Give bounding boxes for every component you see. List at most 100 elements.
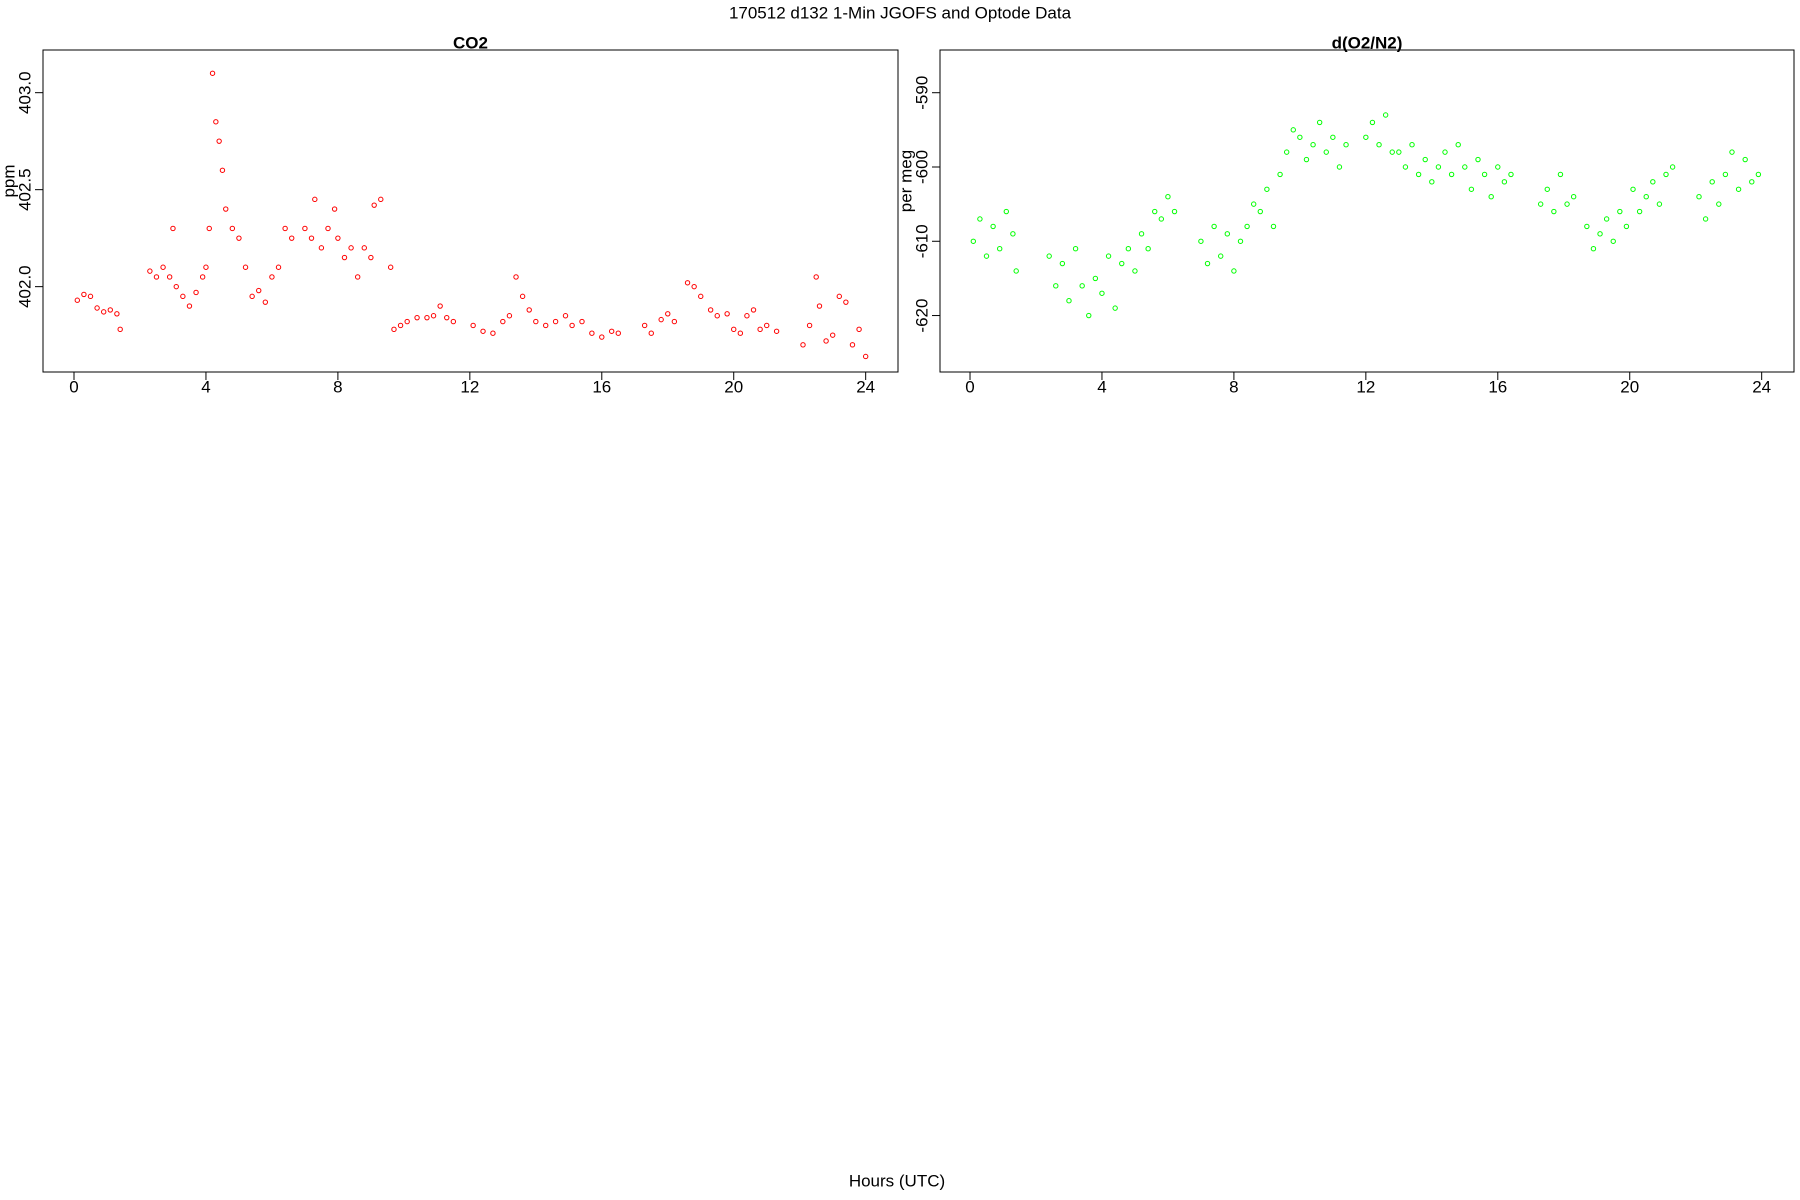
- data-point: [737, 330, 744, 336]
- data-point: [1716, 201, 1722, 207]
- data-point: [223, 206, 229, 212]
- data-point: [378, 196, 384, 203]
- data-point: [206, 225, 212, 232]
- data-point: [166, 274, 173, 280]
- data-point: [519, 293, 526, 300]
- x-tick-label: 16: [592, 377, 611, 396]
- data-point: [1072, 245, 1079, 252]
- data-point: [81, 291, 87, 298]
- data-point: [1488, 194, 1494, 200]
- data-point: [757, 326, 763, 333]
- data-point: [1158, 216, 1165, 222]
- data-point: [173, 283, 179, 290]
- data-point: [1564, 201, 1570, 207]
- data-point: [308, 235, 315, 241]
- data-point: [1382, 112, 1389, 118]
- data-point: [1468, 186, 1475, 192]
- data-point: [1537, 201, 1544, 207]
- data-point: [404, 318, 410, 325]
- data-point: [1475, 156, 1481, 163]
- data-point: [750, 307, 757, 313]
- data-point: [773, 328, 780, 334]
- data-point: [589, 330, 595, 336]
- data-point: [371, 202, 377, 208]
- data-point: [1132, 268, 1138, 274]
- data-point: [1343, 142, 1349, 148]
- data-point: [1211, 223, 1217, 230]
- data-point: [1636, 208, 1643, 215]
- data-point: [160, 264, 166, 270]
- data-point: [1402, 164, 1409, 170]
- data-point: [269, 274, 275, 280]
- data-point: [1204, 260, 1211, 267]
- x-tick-label: 0: [69, 377, 78, 396]
- data-point: [361, 245, 367, 251]
- data-point: [543, 322, 549, 329]
- data-point: [1336, 164, 1343, 170]
- data-point: [1224, 231, 1231, 237]
- data-point: [341, 254, 348, 261]
- figure-title: 170512 d132 1-Min JGOFS and Optode Data: [729, 3, 1072, 22]
- plot-frame: [42, 49, 899, 373]
- data-point: [1462, 164, 1468, 170]
- data-point: [117, 326, 123, 333]
- data-point: [691, 283, 697, 290]
- data-point: [836, 293, 842, 300]
- data-point: [665, 311, 671, 317]
- data-point: [1198, 238, 1204, 244]
- data-point: [335, 235, 341, 241]
- data-point: [1010, 231, 1016, 237]
- data-point: [526, 307, 532, 313]
- panel-title: d(O2/N2): [1332, 33, 1403, 52]
- data-point: [153, 274, 160, 280]
- data-point: [331, 206, 338, 212]
- data-point: [970, 238, 977, 244]
- data-point: [764, 322, 770, 329]
- data-point: [1396, 149, 1402, 155]
- data-point: [1749, 179, 1755, 185]
- data-point: [513, 274, 519, 280]
- data-point: [1270, 223, 1277, 230]
- panel-title: CO2: [453, 33, 488, 52]
- data-point: [641, 322, 648, 329]
- data-point: [1303, 156, 1310, 163]
- data-point: [1610, 238, 1616, 244]
- data-point: [229, 225, 236, 232]
- data-point: [1481, 171, 1488, 178]
- y-tick-label: 402.0: [15, 265, 34, 308]
- data-point: [1551, 208, 1557, 215]
- data-point: [1323, 149, 1329, 155]
- data-point: [414, 314, 420, 321]
- data-point: [1244, 223, 1250, 230]
- data-point: [397, 322, 404, 329]
- y-tick-label: -600: [912, 150, 931, 184]
- data-point: [1099, 290, 1105, 296]
- data-point: [698, 293, 704, 300]
- data-point: [180, 293, 186, 300]
- data-point: [1442, 149, 1448, 155]
- data-point: [731, 326, 737, 333]
- x-tick-label: 4: [1097, 377, 1106, 396]
- data-point: [862, 353, 869, 360]
- data-point: [1630, 186, 1636, 192]
- data-point: [1264, 186, 1270, 192]
- data-point: [282, 225, 288, 232]
- data-point: [1138, 231, 1145, 237]
- data-point: [1650, 179, 1656, 185]
- data-point: [249, 293, 255, 300]
- x-tick-label: 12: [460, 377, 479, 396]
- data-point: [1046, 253, 1052, 259]
- data-point: [1603, 216, 1610, 222]
- data-point: [1584, 223, 1590, 230]
- data-point: [1702, 216, 1709, 222]
- x-tick-label: 0: [965, 377, 974, 396]
- data-point: [114, 311, 120, 317]
- data-point: [74, 297, 81, 303]
- data-point: [1119, 260, 1125, 267]
- data-point: [213, 119, 219, 125]
- data-point: [1086, 312, 1092, 319]
- x-tick-label: 16: [1488, 377, 1507, 396]
- y-tick-label: -620: [912, 299, 931, 333]
- data-point: [318, 245, 325, 251]
